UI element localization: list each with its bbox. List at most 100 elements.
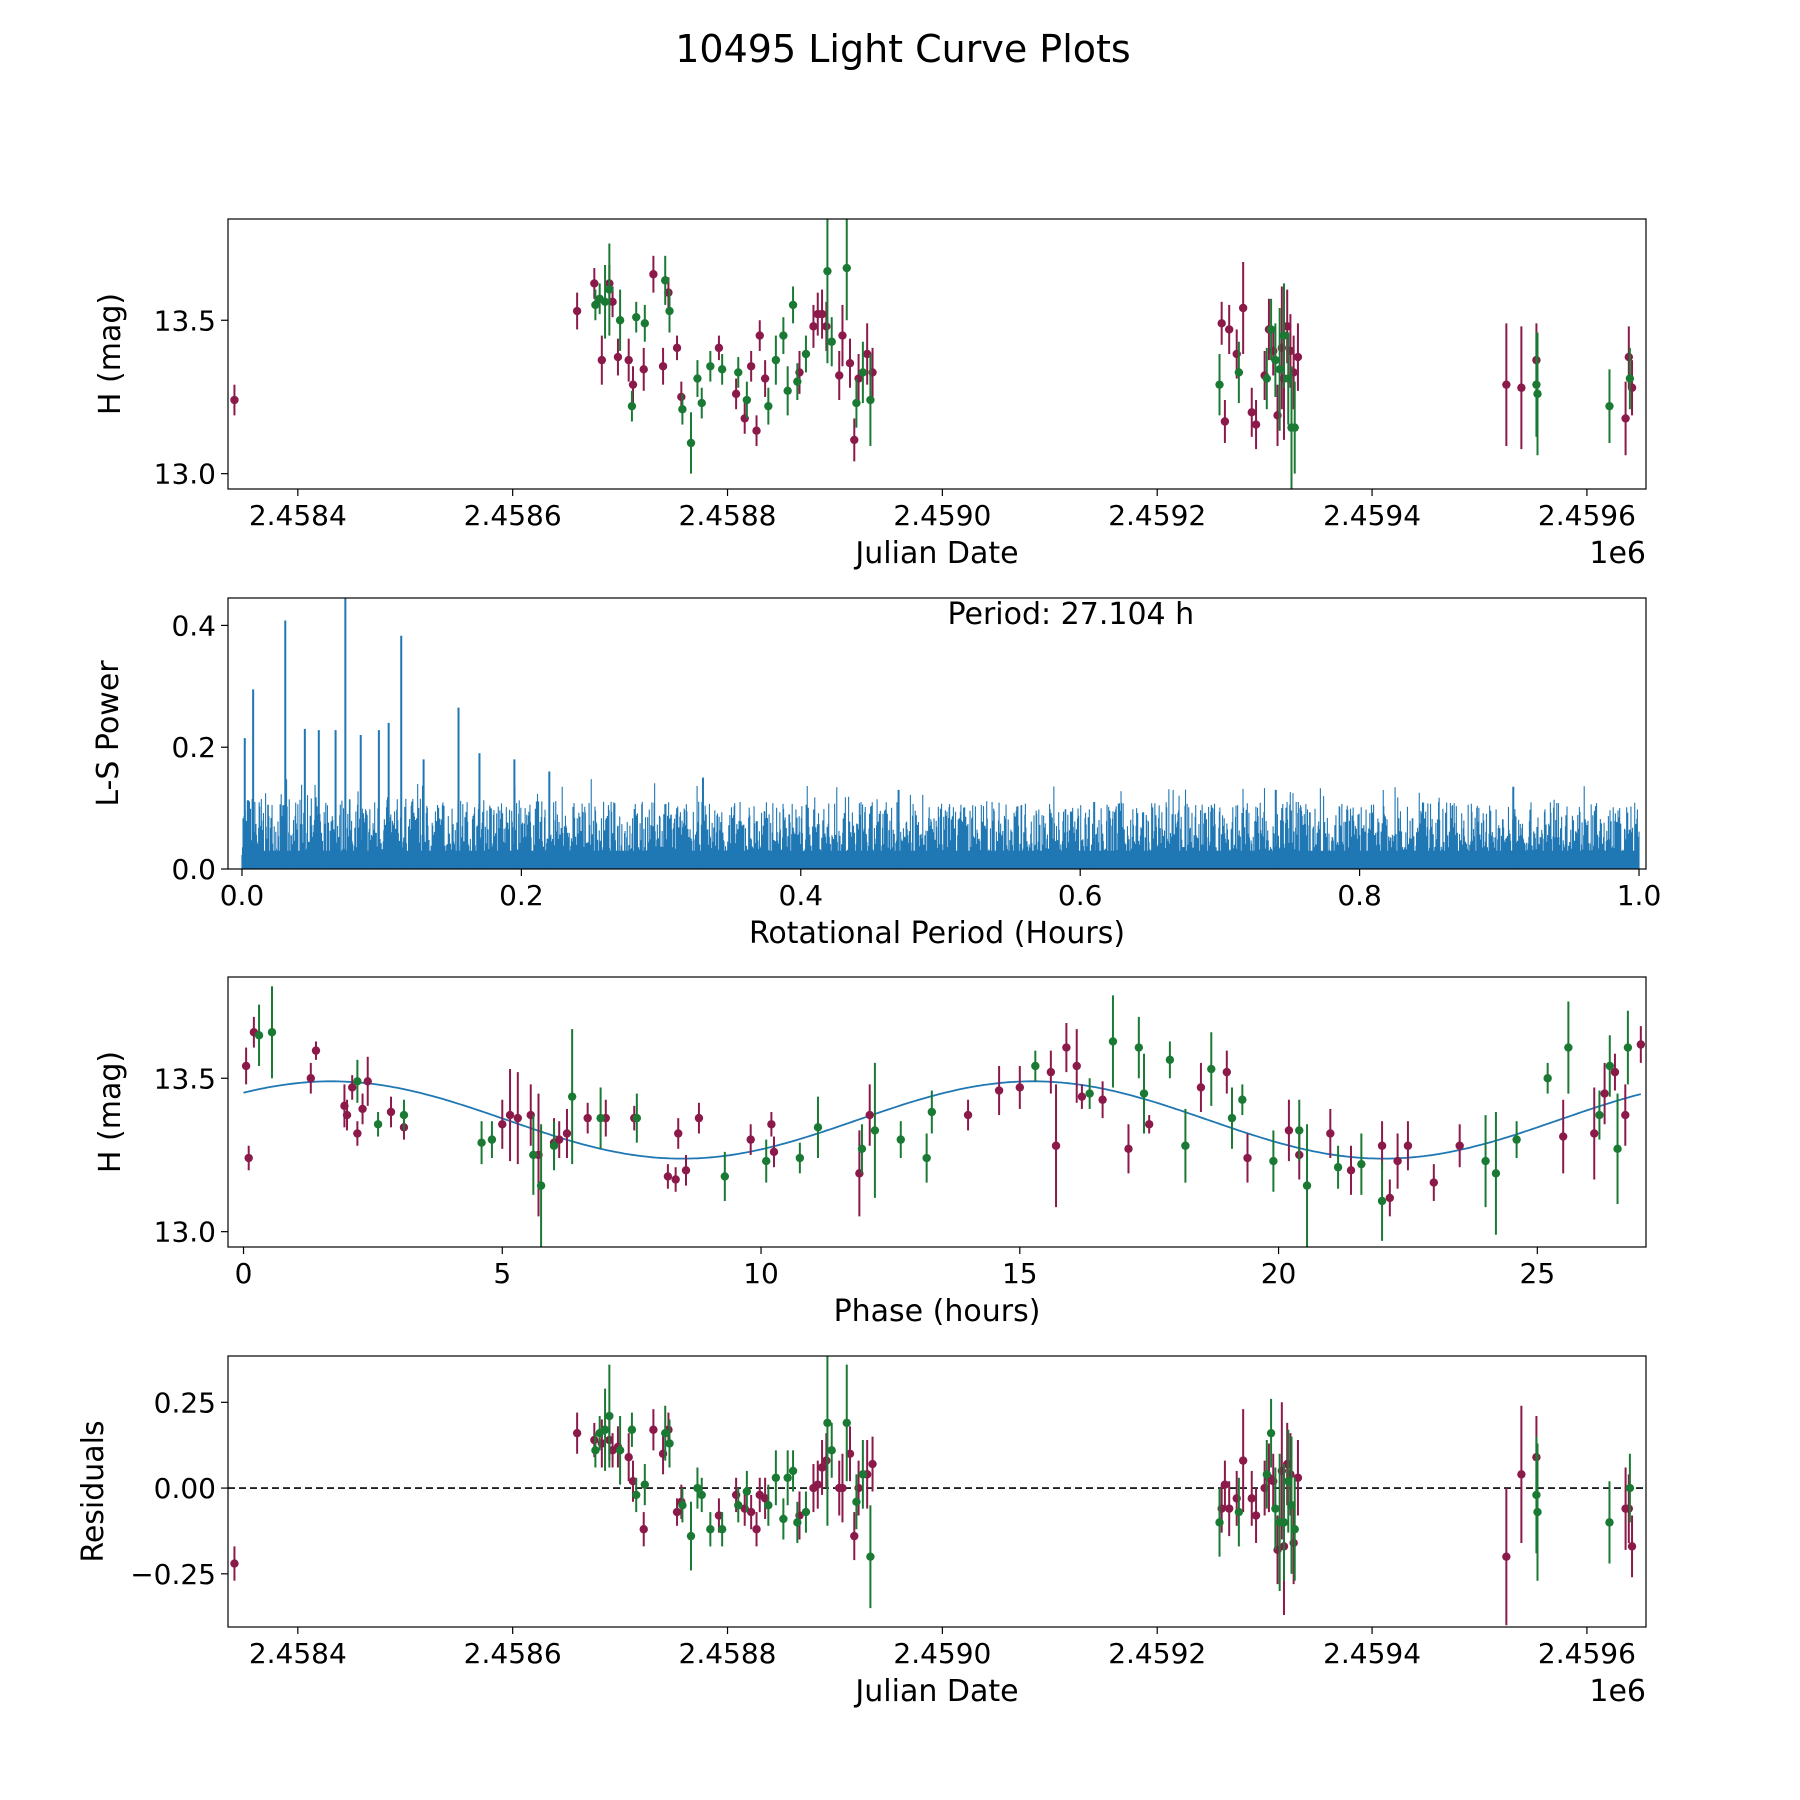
y-axis-label: L-S Power <box>91 660 126 807</box>
data-point-r <box>809 322 818 331</box>
y-tick-label: 0.0 <box>171 853 216 886</box>
data-point-r <box>1015 1083 1025 1092</box>
y-tick-label: −0.25 <box>130 1558 216 1591</box>
data-point-g <box>1377 1196 1387 1206</box>
data-point-g <box>866 395 875 405</box>
data-point-r <box>608 297 617 307</box>
data-point-g <box>795 1153 805 1163</box>
y-axis-label: Residuals <box>76 1420 111 1562</box>
data-point-g <box>771 1473 781 1482</box>
data-point-g <box>788 1466 798 1476</box>
data-point-r <box>590 279 599 288</box>
data-point-r <box>1590 1129 1599 1138</box>
data-point-r <box>244 1153 253 1163</box>
data-point-g <box>1165 1055 1175 1065</box>
data-point-r <box>813 1480 822 1489</box>
data-point-g <box>927 1107 937 1117</box>
data-point-r <box>817 309 827 319</box>
y-tick-label: 13.5 <box>154 1062 216 1095</box>
data-point-r <box>1621 414 1630 423</box>
y-tick-label: 13.0 <box>154 458 216 491</box>
data-point-r <box>760 1494 770 1503</box>
x-tick-label: 2.4584 <box>249 499 347 532</box>
axes-frame <box>227 976 1647 1248</box>
data-point-g <box>813 1123 823 1132</box>
data-point-g <box>793 1518 802 1527</box>
data-point-r <box>311 1046 321 1055</box>
data-point-g <box>1215 1518 1224 1527</box>
data-point-g <box>1262 1470 1271 1479</box>
x-tick-label: 0.6 <box>1058 879 1103 912</box>
data-point-g <box>254 1031 264 1040</box>
data-point-g <box>661 276 670 285</box>
x-tick-label: 2.4586 <box>464 1637 562 1670</box>
data-point-r <box>348 1083 357 1092</box>
data-point-g <box>536 1181 546 1190</box>
data-point-r <box>822 322 831 331</box>
data-point-r <box>342 1110 352 1120</box>
data-point-g <box>1227 1113 1237 1123</box>
data-point-g <box>600 297 610 307</box>
x-axis-label: Julian Date <box>853 1674 1018 1709</box>
data-point-r <box>639 1525 648 1534</box>
data-point-r <box>994 1086 1004 1095</box>
data-point-r <box>1393 1156 1402 1166</box>
data-point-g <box>827 337 836 346</box>
data-point-r <box>1220 417 1230 426</box>
data-point-r <box>1144 1120 1154 1129</box>
data-point-g <box>793 377 802 386</box>
x-tick-label: 0.0 <box>220 879 265 912</box>
data-point-g <box>605 1411 614 1421</box>
plot-area <box>241 598 1640 869</box>
data-point-g <box>477 1138 486 1147</box>
data-point-g <box>1134 1043 1144 1052</box>
y-tick-label: 0.4 <box>171 609 216 642</box>
data-point-g <box>1491 1169 1501 1178</box>
data-point-r <box>838 331 847 340</box>
data-point-g <box>693 1483 702 1493</box>
data-point-r <box>1196 1083 1206 1092</box>
data-point-g <box>1207 1064 1216 1074</box>
x-tick-label: 2.4592 <box>1108 1637 1206 1670</box>
data-point-g <box>1279 1518 1289 1527</box>
data-point-g <box>1085 1089 1094 1098</box>
data-point-g <box>779 1514 788 1524</box>
y-tick-label: 13.5 <box>154 304 216 337</box>
data-point-r <box>817 1463 827 1472</box>
data-point-g <box>1481 1156 1490 1166</box>
figure-title: 10495 Light Curve Plots <box>675 27 1130 71</box>
data-point-g <box>788 300 798 310</box>
data-point-r <box>649 1425 658 1434</box>
data-point-g <box>640 319 650 328</box>
data-point-r <box>674 1129 683 1138</box>
data-point-r <box>1062 1043 1071 1052</box>
data-point-r <box>868 1459 877 1469</box>
data-point-g <box>720 1172 730 1181</box>
data-point-g <box>858 368 868 377</box>
x-tick-label: 2.4590 <box>893 1637 991 1670</box>
data-point-g <box>764 401 773 411</box>
data-point-g <box>591 1446 600 1455</box>
x-axis-label: Phase (hours) <box>834 1294 1041 1329</box>
data-point-g <box>852 1497 861 1506</box>
data-point-g <box>896 1135 905 1144</box>
data-point-r <box>1502 380 1511 389</box>
data-point-r <box>1124 1144 1133 1154</box>
data-point-r <box>1238 303 1248 313</box>
data-point-g <box>1266 325 1276 334</box>
data-point-r <box>769 1147 779 1157</box>
x-tick-label: 2.4594 <box>1323 499 1421 532</box>
data-point-g <box>640 1480 650 1489</box>
axes-frame <box>227 597 1647 870</box>
data-point-r <box>1284 1126 1294 1135</box>
data-point-g <box>615 1446 625 1455</box>
data-point-r <box>658 362 668 371</box>
data-point-g <box>1625 374 1635 383</box>
data-point-r <box>1251 420 1261 429</box>
data-point-r <box>752 426 761 435</box>
data-point-r <box>1610 1067 1620 1077</box>
data-point-g <box>1605 1518 1614 1527</box>
data-point-g <box>632 1113 642 1123</box>
data-point-g <box>693 374 702 383</box>
data-point-g <box>1512 1135 1521 1144</box>
